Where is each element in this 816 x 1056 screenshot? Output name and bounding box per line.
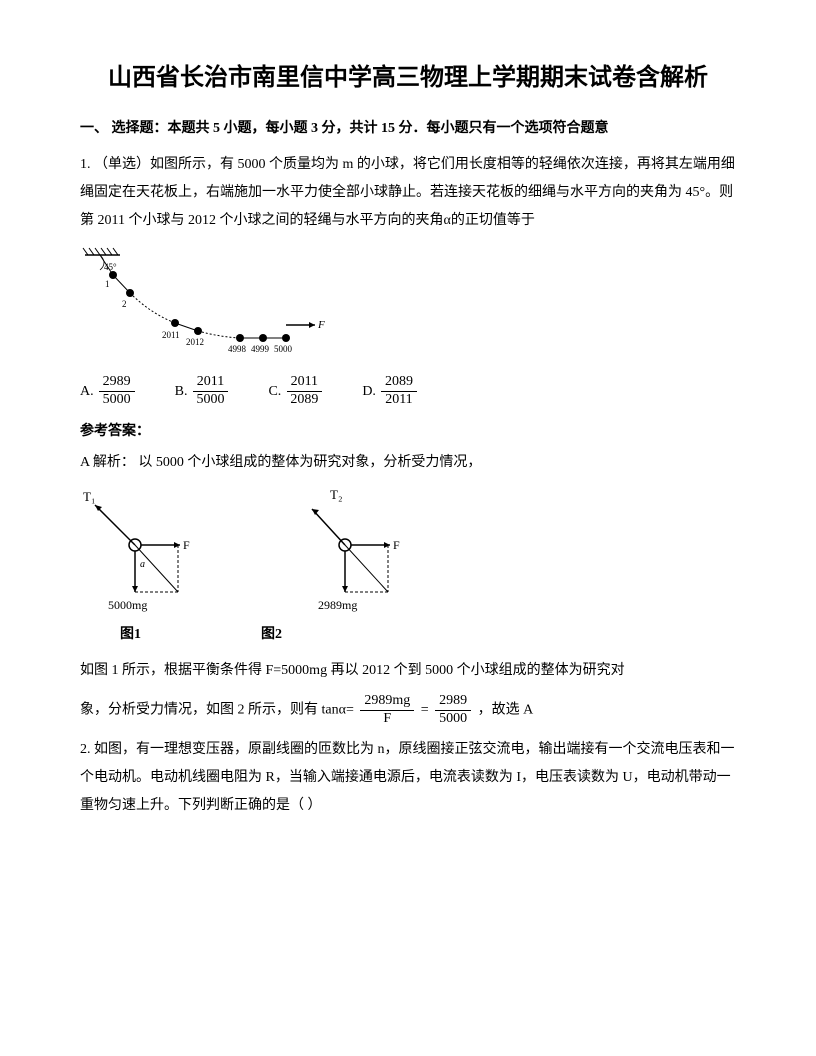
ball-1: 1 — [105, 279, 110, 289]
exp2-num2: 2989 — [435, 693, 471, 711]
option-a-den: 5000 — [99, 392, 135, 409]
option-a-num: 2989 — [99, 374, 135, 392]
ball-5000: 5000 — [274, 344, 293, 354]
answer-label: 参考答案： — [80, 419, 736, 444]
exp2-pre: 象，分析受力情况，如图 2 所示，则有 tanα= — [80, 703, 354, 718]
option-d: D. 2089 2011 — [362, 374, 417, 409]
q1-options: A. 2989 5000 B. 2011 5000 C. 2011 2089 D… — [80, 374, 736, 409]
ball-4998: 4998 — [228, 344, 247, 354]
ball-4999: 4999 — [251, 344, 270, 354]
option-d-den: 2011 — [381, 392, 416, 409]
option-c: C. 2011 2089 — [268, 374, 322, 409]
fbd-container: T₁ F a 5000mg T₂ F 2989mg — [80, 487, 736, 617]
fbd1-diagram: T₁ F a 5000mg — [80, 487, 210, 617]
ball-2011: 2011 — [162, 330, 180, 340]
ball-2: 2 — [122, 299, 127, 309]
fbd2-diagram: T₂ F 2989mg — [290, 487, 420, 617]
fbd2-t-label: T₂ — [330, 487, 342, 502]
force-f-label: F — [317, 319, 325, 331]
fbd1-w-label: 5000mg — [108, 598, 147, 612]
option-b: B. 2011 5000 — [175, 374, 229, 409]
option-b-den: 5000 — [192, 392, 228, 409]
exp2-post: ，故选 A — [478, 703, 534, 718]
q1-text: 1. （单选）如图所示，有 5000 个质量均为 m 的小球，将它们用长度相等的… — [80, 151, 736, 235]
fbd2-fig-label: 图2 — [261, 622, 282, 647]
option-c-num: 2011 — [287, 374, 322, 392]
q1-explanation1: 如图 1 所示，根据平衡条件得 F=5000mg 再以 2012 个到 5000… — [80, 657, 736, 685]
option-d-num: 2089 — [381, 374, 417, 392]
exp2-num1: 2989mg — [360, 693, 414, 711]
option-b-label: B. — [175, 379, 188, 404]
ball-2012: 2012 — [186, 337, 204, 347]
q1-explanation2: 象，分析受力情况，如图 2 所示，则有 tanα= 2989mg F = 298… — [80, 693, 736, 728]
option-c-den: 2089 — [286, 392, 322, 409]
exp2-den1: F — [379, 711, 395, 728]
fbd1-fig-label: 图1 — [120, 622, 141, 647]
exp2-eq: = — [421, 703, 429, 718]
fbd1-a-label: a — [140, 559, 145, 570]
fbd2-w-label: 2989mg — [318, 598, 357, 612]
q1-diagram: 45° 1 2 2011 2012 4998 4999 5000 F — [80, 245, 736, 364]
option-a: A. 2989 5000 — [80, 374, 135, 409]
option-b-num: 2011 — [193, 374, 228, 392]
exp2-den2: 5000 — [435, 711, 471, 728]
option-a-label: A. — [80, 379, 94, 404]
option-d-label: D. — [362, 379, 376, 404]
q1-analysis: A 解析： 以 5000 个小球组成的整体为研究对象，分析受力情况， — [80, 449, 736, 477]
fbd1-f-label: F — [183, 538, 190, 552]
page-title: 山西省长治市南里信中学高三物理上学期期末试卷含解析 — [80, 60, 736, 96]
fbd1-t-label: T₁ — [83, 489, 95, 504]
section-header: 一、 选择题：本题共 5 小题，每小题 3 分，共计 15 分．每小题只有一个选… — [80, 116, 736, 141]
fbd-labels-row: 图1 图2 — [80, 622, 736, 647]
q2-text: 2. 如图，有一理想变压器，原副线圈的匝数比为 n，原线圈接正弦交流电，输出端接… — [80, 736, 736, 820]
option-c-label: C. — [268, 379, 281, 404]
fbd2-f-label: F — [393, 538, 400, 552]
